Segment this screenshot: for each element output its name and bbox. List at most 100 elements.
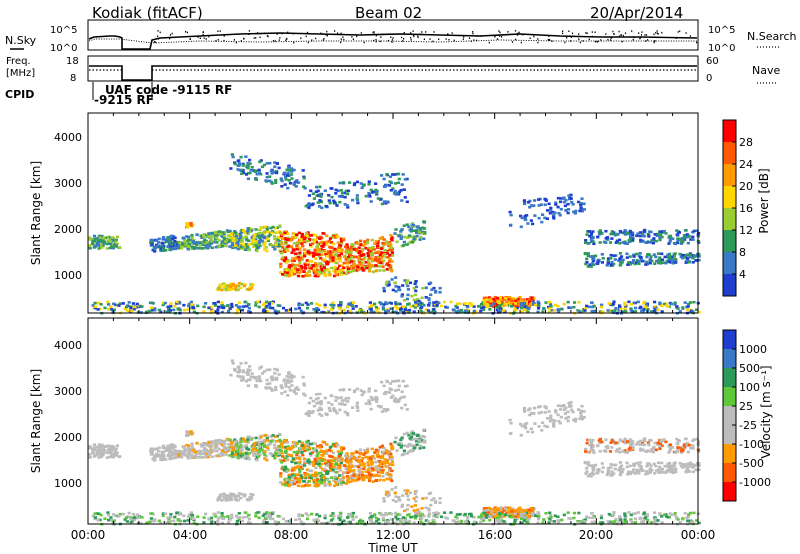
scatter-cell xyxy=(114,447,118,450)
scatter-cell xyxy=(274,181,278,184)
scatter-cell xyxy=(600,261,604,264)
scatter-cell xyxy=(241,243,245,247)
scatter-cell xyxy=(235,233,239,236)
scatter-cell xyxy=(332,235,336,238)
scatter-cell xyxy=(334,471,338,474)
scatter-cell xyxy=(388,267,392,271)
scatter-cell xyxy=(549,305,553,308)
scatter-cell xyxy=(93,244,97,248)
scatter-cell xyxy=(250,165,254,169)
scatter-cell xyxy=(344,272,348,276)
scatter-cell xyxy=(405,310,409,314)
scatter-cell xyxy=(230,302,234,306)
scatter-cell xyxy=(292,242,296,245)
scatter-cell xyxy=(667,242,671,245)
scatter-cell xyxy=(457,309,461,312)
scatter-cell xyxy=(365,450,370,453)
scatter-cell xyxy=(364,246,368,250)
scatter-cell xyxy=(673,301,677,305)
scatter-cell xyxy=(230,305,234,309)
scatter-cell xyxy=(678,252,682,256)
scatter-cell xyxy=(394,301,398,304)
scatter-cell xyxy=(601,257,605,260)
scatter-cell xyxy=(385,390,389,394)
scatter-cell xyxy=(265,162,269,165)
scatter-cell xyxy=(507,506,511,509)
scatter-cell xyxy=(333,456,337,460)
scatter-cell xyxy=(340,195,344,198)
scatter-cell xyxy=(394,310,398,314)
scatter-cell xyxy=(367,192,371,195)
scatter-cell xyxy=(337,246,341,249)
scatter-cell xyxy=(438,286,442,290)
scatter-cell xyxy=(510,305,514,308)
scatter-cell xyxy=(396,388,400,392)
scatter-cell xyxy=(312,464,316,467)
scatter-cell xyxy=(345,457,349,461)
scatter-cell xyxy=(644,305,648,309)
scatter-cell xyxy=(274,388,278,392)
scatter-cell xyxy=(579,203,583,207)
scatter-cell xyxy=(284,483,288,487)
scatter-cell xyxy=(329,476,334,479)
scatter-cell xyxy=(100,239,104,243)
scatter-cell xyxy=(389,234,393,237)
scatter-cell xyxy=(332,444,336,447)
scatter-cell xyxy=(306,274,310,277)
scatter-cell xyxy=(127,301,131,304)
scatter-cell xyxy=(298,446,302,450)
scatter-cell xyxy=(225,238,230,242)
scatter-cell xyxy=(200,445,204,448)
scatter-cell xyxy=(518,300,522,304)
scatter-cell xyxy=(337,463,341,466)
scatter-cell xyxy=(281,237,285,240)
scatter-cell xyxy=(189,300,193,304)
scatter-cell xyxy=(279,177,283,180)
scatter-cell xyxy=(154,246,158,250)
scatter-cell xyxy=(350,256,354,259)
scatter-cell xyxy=(668,240,672,243)
scatter-cell xyxy=(472,309,476,313)
scatter-cell xyxy=(340,473,344,477)
scatter-cell xyxy=(220,306,224,309)
scatter-cell xyxy=(190,456,194,460)
scatter-cell xyxy=(110,447,114,450)
scatter-cell xyxy=(383,458,387,461)
scatter-cell xyxy=(247,288,252,291)
scatter-cell xyxy=(151,309,155,312)
scatter-cell xyxy=(183,238,187,241)
scatter-cell xyxy=(176,307,180,311)
scatter-cell xyxy=(159,310,163,314)
scatter-cell xyxy=(279,440,283,443)
scatter-cell xyxy=(334,261,338,265)
scatter-cell xyxy=(360,250,364,254)
scatter-cell xyxy=(93,237,97,241)
scatter-cell xyxy=(541,213,545,216)
scatter-cell xyxy=(418,227,422,230)
scatter-cell xyxy=(228,447,232,451)
scatter-cell xyxy=(308,274,312,277)
scatter-cell xyxy=(340,399,344,402)
noise-point xyxy=(360,32,362,34)
scatter-cell xyxy=(251,240,255,243)
scatter-cell xyxy=(223,283,227,287)
scatter-cell xyxy=(507,300,511,303)
scatter-cell xyxy=(173,445,177,448)
scatter-cell xyxy=(627,239,631,242)
scatter-cell xyxy=(272,171,276,174)
scatter-cell xyxy=(287,385,291,389)
scatter-cell xyxy=(300,449,304,453)
scatter-cell xyxy=(411,430,415,433)
scatter-cell xyxy=(291,457,296,460)
scatter-cell xyxy=(216,308,220,312)
scatter-cell xyxy=(305,448,309,452)
scatter-cell xyxy=(105,236,109,239)
scatter-cell xyxy=(368,473,372,477)
scatter-cell xyxy=(239,231,243,235)
scatter-cell xyxy=(298,248,302,251)
noise-point xyxy=(488,41,490,44)
scatter-cell xyxy=(284,274,288,277)
scatter-cell xyxy=(201,456,205,459)
scatter-cell xyxy=(287,309,291,312)
scatter-cell xyxy=(286,445,290,448)
